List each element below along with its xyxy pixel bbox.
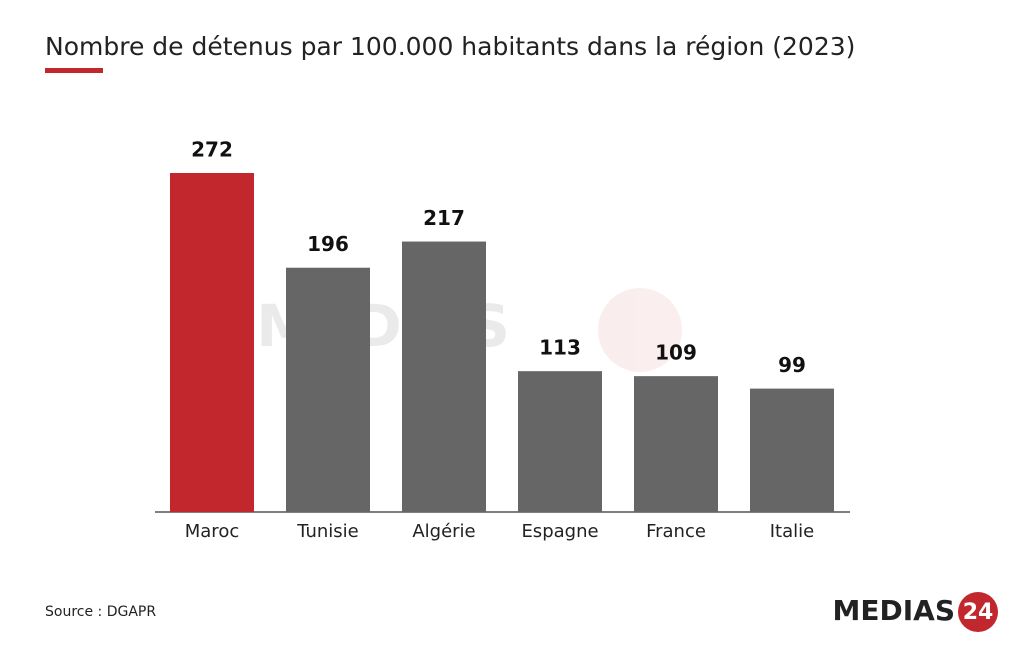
source: Source : DGAPR bbox=[45, 604, 156, 620]
bar bbox=[170, 173, 254, 512]
bar bbox=[518, 371, 602, 512]
bar bbox=[402, 241, 486, 512]
x-tick-label: Algérie bbox=[412, 521, 475, 542]
x-tick-label: Espagne bbox=[521, 521, 598, 542]
value-label: 99 bbox=[778, 353, 806, 377]
value-label: 217 bbox=[423, 206, 465, 230]
value-label: 113 bbox=[539, 336, 581, 360]
value-label: 109 bbox=[655, 341, 697, 365]
logo-number: 24 bbox=[963, 600, 994, 625]
value-label: 272 bbox=[191, 138, 233, 162]
logo-circle bbox=[958, 592, 998, 632]
logo-text: MEDIAS bbox=[833, 594, 956, 627]
chart-title: Nombre de détenus par 100.000 habitants … bbox=[45, 32, 855, 61]
x-tick-label: Maroc bbox=[185, 521, 239, 542]
x-tick-label: Italie bbox=[770, 521, 814, 542]
bar bbox=[634, 376, 718, 512]
bar bbox=[286, 267, 370, 512]
x-tick-label: Tunisie bbox=[296, 521, 359, 542]
title-underline bbox=[45, 68, 103, 73]
x-tick-label: France bbox=[646, 521, 706, 542]
bar bbox=[750, 388, 834, 512]
value-label: 196 bbox=[307, 232, 349, 256]
watermark-circle bbox=[598, 288, 682, 372]
